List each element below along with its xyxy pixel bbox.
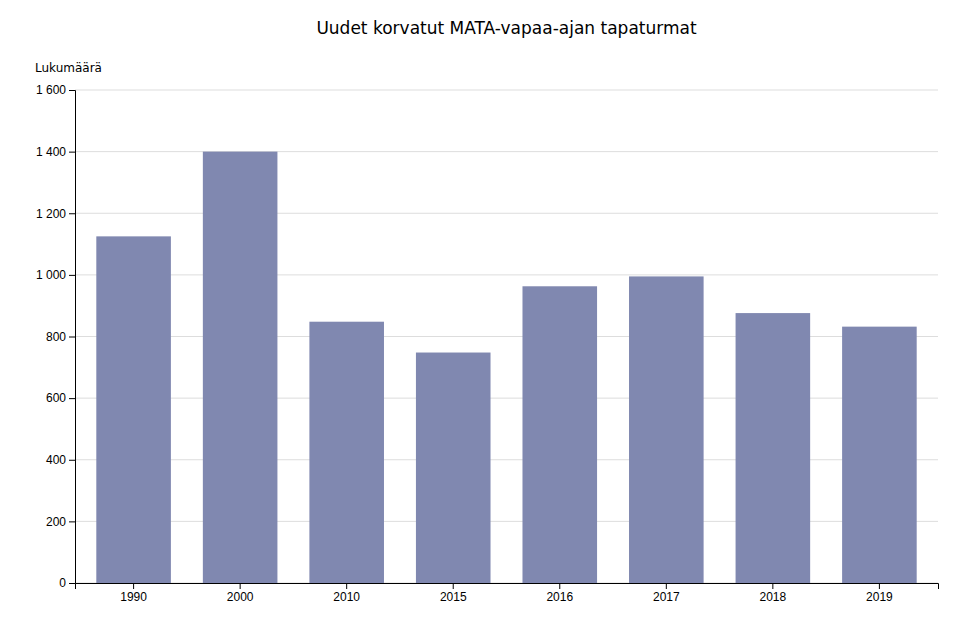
y-tick: 0 — [59, 576, 75, 590]
x-tick-mark — [346, 583, 347, 589]
bars — [96, 152, 916, 583]
x-axis: 1990 2000 2010 2015 2016 2017 2018 2019 — [76, 583, 939, 604]
bar — [522, 286, 597, 583]
y-axis-label: Lukumäärä — [35, 61, 102, 75]
x-tick-mark — [879, 583, 880, 589]
y-tick-label: 800 — [46, 330, 66, 344]
x-tick: 1990 — [120, 583, 147, 604]
x-tick: 2015 — [440, 583, 467, 604]
x-tick: 2016 — [546, 583, 573, 604]
y-tick-mark — [69, 213, 75, 214]
y-tick-label: 400 — [46, 453, 66, 467]
y-tick: 1 400 — [36, 145, 75, 159]
y-tick: 400 — [46, 453, 75, 467]
y-tick: 800 — [46, 330, 75, 344]
y-tick: 1 200 — [36, 207, 75, 221]
x-tick-mark — [666, 583, 667, 589]
x-tick-label: 2010 — [333, 590, 360, 604]
y-tick-mark — [69, 275, 75, 276]
y-tick-mark — [69, 152, 75, 153]
y-tick: 600 — [46, 391, 75, 405]
x-tick: 2017 — [653, 583, 680, 604]
bar — [96, 236, 171, 583]
y-tick: 1 000 — [36, 268, 75, 282]
y-tick-label: 600 — [46, 391, 66, 405]
x-tick-mark — [133, 583, 134, 589]
x-tick-label: 2017 — [653, 590, 680, 604]
bar — [629, 276, 704, 583]
x-tick-label: 2016 — [546, 590, 573, 604]
y-tick-label: 1 600 — [36, 83, 66, 97]
chart: 0 200 400 600 800 1 000 1 200 1 400 1 600 1990 200… — [0, 0, 968, 633]
plot: 0 200 400 600 800 1 000 1 200 1 400 1 600 1990 200… — [36, 83, 939, 603]
bar — [203, 152, 278, 583]
bar — [416, 353, 491, 583]
bar — [736, 313, 811, 583]
x-axis-line — [76, 584, 939, 590]
x-tick: 2019 — [866, 583, 893, 604]
x-tick-mark — [240, 583, 241, 589]
x-tick-label: 2015 — [440, 590, 467, 604]
x-tick: 2000 — [227, 583, 254, 604]
x-tick-mark — [453, 583, 454, 589]
x-tick-mark — [772, 583, 773, 589]
y-tick-label: 200 — [46, 515, 66, 529]
x-tick-mark — [559, 583, 560, 589]
y-tick: 1 600 — [36, 83, 75, 97]
grid-line — [75, 90, 938, 91]
y-tick-label: 1 400 — [36, 145, 66, 159]
y-tick-label: 0 — [59, 576, 66, 590]
y-tick-mark — [69, 460, 75, 461]
y-axis-line — [69, 91, 76, 584]
y-tick-mark — [69, 90, 75, 91]
bar — [309, 322, 384, 583]
x-tick-label: 2019 — [866, 590, 893, 604]
y-tick: 200 — [46, 515, 75, 529]
x-tick: 2018 — [760, 583, 787, 604]
title: Uudet korvatut MATA-vapaa-ajan tapaturma… — [316, 18, 697, 38]
y-tick-mark — [69, 337, 75, 338]
x-tick-label: 2018 — [760, 590, 787, 604]
x-tick-label: 1990 — [120, 590, 147, 604]
x-tick-label: 2000 — [227, 590, 254, 604]
x-tick: 2010 — [333, 583, 360, 604]
y-tick-label: 1 000 — [36, 268, 66, 282]
y-tick-label: 1 200 — [36, 207, 66, 221]
grid — [75, 90, 938, 583]
bar — [842, 327, 917, 583]
y-tick-mark — [69, 583, 75, 584]
y-axis: 0 200 400 600 800 1 000 1 200 1 400 1 600 — [36, 83, 76, 590]
y-tick-mark — [69, 521, 75, 522]
y-tick-mark — [69, 398, 75, 399]
